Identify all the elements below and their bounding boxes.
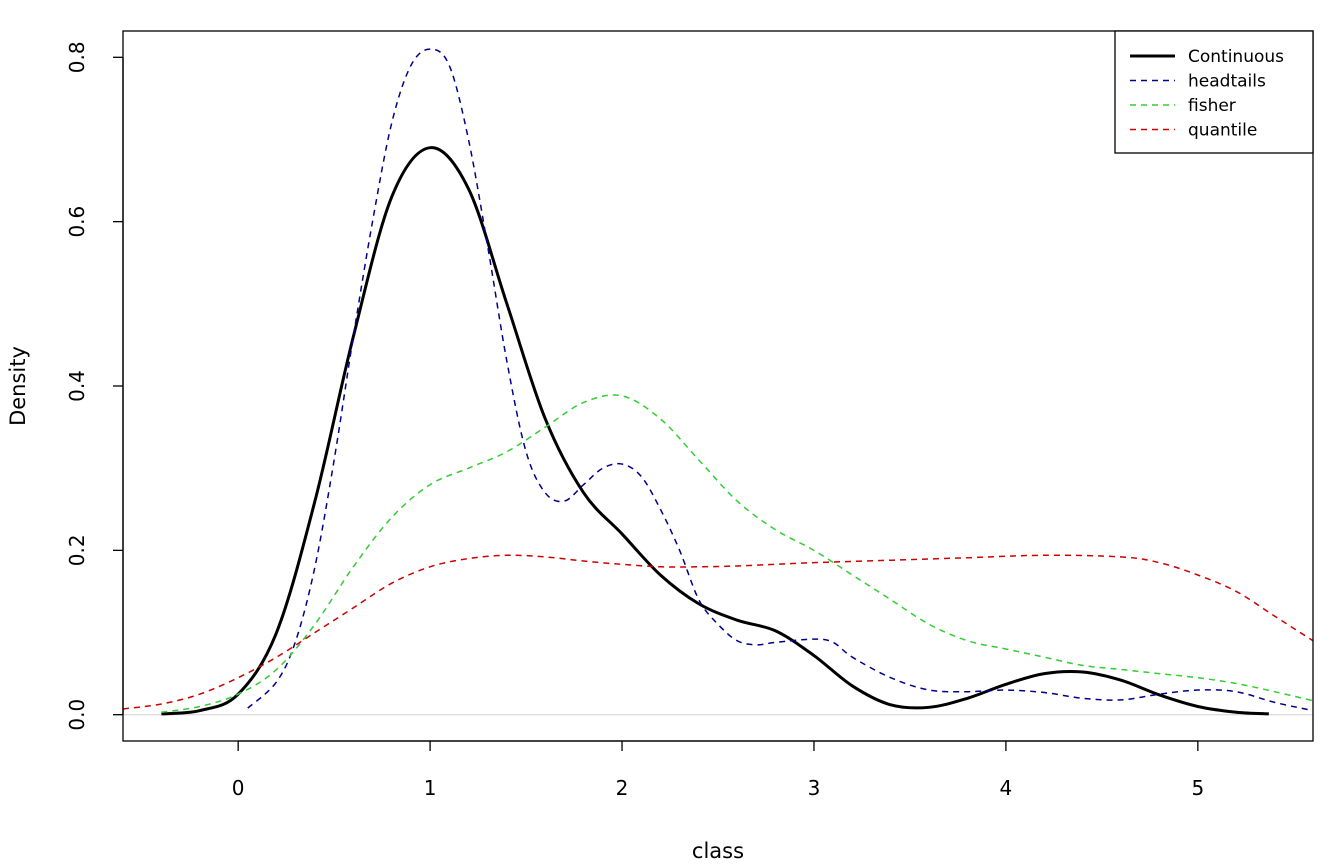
series-line-continuous: [161, 146, 1269, 716]
legend-label: Continuous: [1188, 47, 1284, 67]
y-tick-label: 0.0: [65, 699, 89, 731]
y-tick-label: 0.8: [65, 41, 89, 73]
x-tick-label: 4: [1000, 776, 1013, 800]
y-axis: 0.0 0.2 0.4 0.6 0.8: [65, 41, 124, 731]
legend-label: headtails: [1188, 72, 1266, 92]
x-axis: 0 1 2 3 4 5: [232, 740, 1204, 800]
x-tick-label: 0: [232, 776, 245, 800]
x-tick-label: 5: [1191, 776, 1204, 800]
y-tick-label: 0.4: [65, 370, 89, 402]
x-axis-label: class: [692, 839, 744, 863]
series-line-fisher: [161, 394, 1313, 713]
y-tick-label: 0.2: [65, 534, 89, 566]
y-tick-label: 0.6: [65, 206, 89, 238]
series-layer: [123, 48, 1313, 716]
x-tick-label: 1: [424, 776, 437, 800]
legend-box: [1114, 30, 1314, 154]
legend: Continuous headtails fisher quantile: [1114, 30, 1314, 154]
x-tick-label: 2: [616, 776, 629, 800]
series-line-quantile: [123, 554, 1313, 710]
y-axis-label: Density: [6, 346, 30, 426]
legend-label: quantile: [1188, 121, 1257, 141]
legend-label: fisher: [1188, 96, 1236, 116]
series-line-headtails: [247, 48, 1313, 712]
x-tick-label: 3: [808, 776, 821, 800]
